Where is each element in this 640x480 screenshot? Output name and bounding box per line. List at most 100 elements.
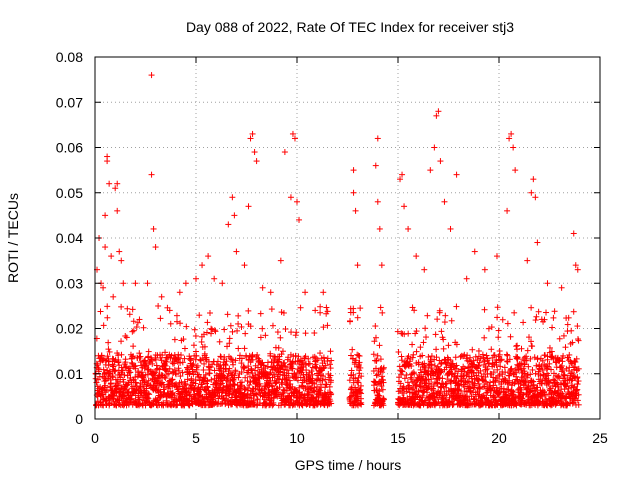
data-point	[204, 384, 211, 391]
data-point	[117, 388, 124, 395]
data-point	[126, 365, 133, 372]
data-point	[192, 348, 199, 355]
data-point	[129, 328, 136, 335]
data-point	[173, 312, 180, 319]
data-point	[246, 381, 253, 388]
data-point	[161, 383, 168, 390]
data-point	[302, 353, 309, 360]
data-point	[273, 379, 280, 386]
data-point	[130, 353, 137, 360]
data-point	[157, 315, 164, 322]
data-point	[105, 358, 112, 365]
data-point	[242, 330, 249, 337]
data-point	[180, 336, 187, 343]
data-point	[238, 323, 245, 330]
data-point	[124, 305, 131, 312]
data-point	[161, 389, 168, 396]
data-point	[209, 326, 216, 333]
data-point	[110, 393, 117, 400]
data-point	[104, 314, 111, 321]
data-point	[186, 356, 193, 363]
data-point	[133, 323, 140, 330]
data-point	[241, 364, 248, 371]
data-point	[134, 319, 141, 326]
data-point	[115, 382, 122, 389]
data-point	[285, 370, 292, 377]
data-point	[218, 380, 225, 387]
data-point	[222, 361, 229, 368]
data-point	[238, 379, 245, 386]
data-point	[190, 342, 197, 349]
data-point	[224, 374, 231, 381]
data-point	[270, 401, 277, 408]
data-point	[204, 319, 211, 326]
data-point	[126, 311, 133, 318]
data-point	[110, 363, 117, 370]
data-point	[310, 387, 317, 394]
data-point	[254, 396, 261, 403]
data-point	[214, 358, 221, 365]
data-point	[255, 364, 262, 371]
data-point	[248, 366, 255, 373]
data-point	[122, 356, 129, 363]
data-point	[245, 307, 252, 314]
data-point	[226, 335, 233, 342]
data-point	[118, 303, 125, 310]
data-point	[171, 366, 178, 373]
data-point	[166, 381, 173, 388]
data-point	[142, 357, 149, 364]
data-point	[288, 329, 295, 336]
data-point	[305, 355, 312, 362]
data-point	[238, 360, 245, 367]
data-point	[109, 362, 116, 369]
data-point	[181, 345, 188, 352]
data-point	[201, 360, 208, 367]
data-point	[224, 311, 231, 318]
data-point	[306, 360, 313, 367]
data-point	[238, 369, 245, 376]
data-point	[111, 368, 118, 375]
data-point	[145, 348, 152, 355]
data-point	[264, 359, 271, 366]
data-point	[227, 355, 234, 362]
data-point	[262, 332, 269, 339]
data-point	[212, 328, 219, 335]
data-point	[122, 364, 129, 371]
data-point	[226, 365, 233, 372]
data-point	[293, 329, 300, 336]
data-point	[167, 320, 174, 327]
data-point	[272, 379, 279, 386]
data-point	[130, 327, 137, 334]
data-point	[94, 362, 101, 369]
data-point	[149, 401, 156, 408]
data-point	[308, 368, 315, 375]
data-point	[229, 328, 236, 335]
data-point	[171, 360, 178, 367]
data-point	[125, 379, 132, 386]
data-point	[244, 377, 251, 384]
data-point	[194, 362, 201, 369]
data-point	[112, 385, 119, 392]
data-point	[217, 353, 224, 360]
data-point	[209, 396, 216, 403]
data-point	[252, 372, 259, 379]
data-point	[268, 306, 275, 313]
data-point	[314, 357, 321, 364]
data-point	[202, 371, 209, 378]
data-point	[206, 310, 213, 317]
data-point	[182, 380, 189, 387]
data-point	[108, 380, 115, 387]
data-point	[141, 379, 148, 386]
data-point	[183, 323, 190, 330]
data-point	[221, 326, 228, 333]
data-point	[166, 365, 173, 372]
data-point	[269, 322, 276, 329]
data-point	[216, 338, 223, 345]
data-point	[161, 374, 168, 381]
data-point	[142, 363, 149, 370]
data-point	[139, 372, 146, 379]
data-point	[240, 365, 247, 372]
data-point	[165, 370, 172, 377]
data-point	[171, 336, 178, 343]
data-point	[196, 312, 203, 319]
